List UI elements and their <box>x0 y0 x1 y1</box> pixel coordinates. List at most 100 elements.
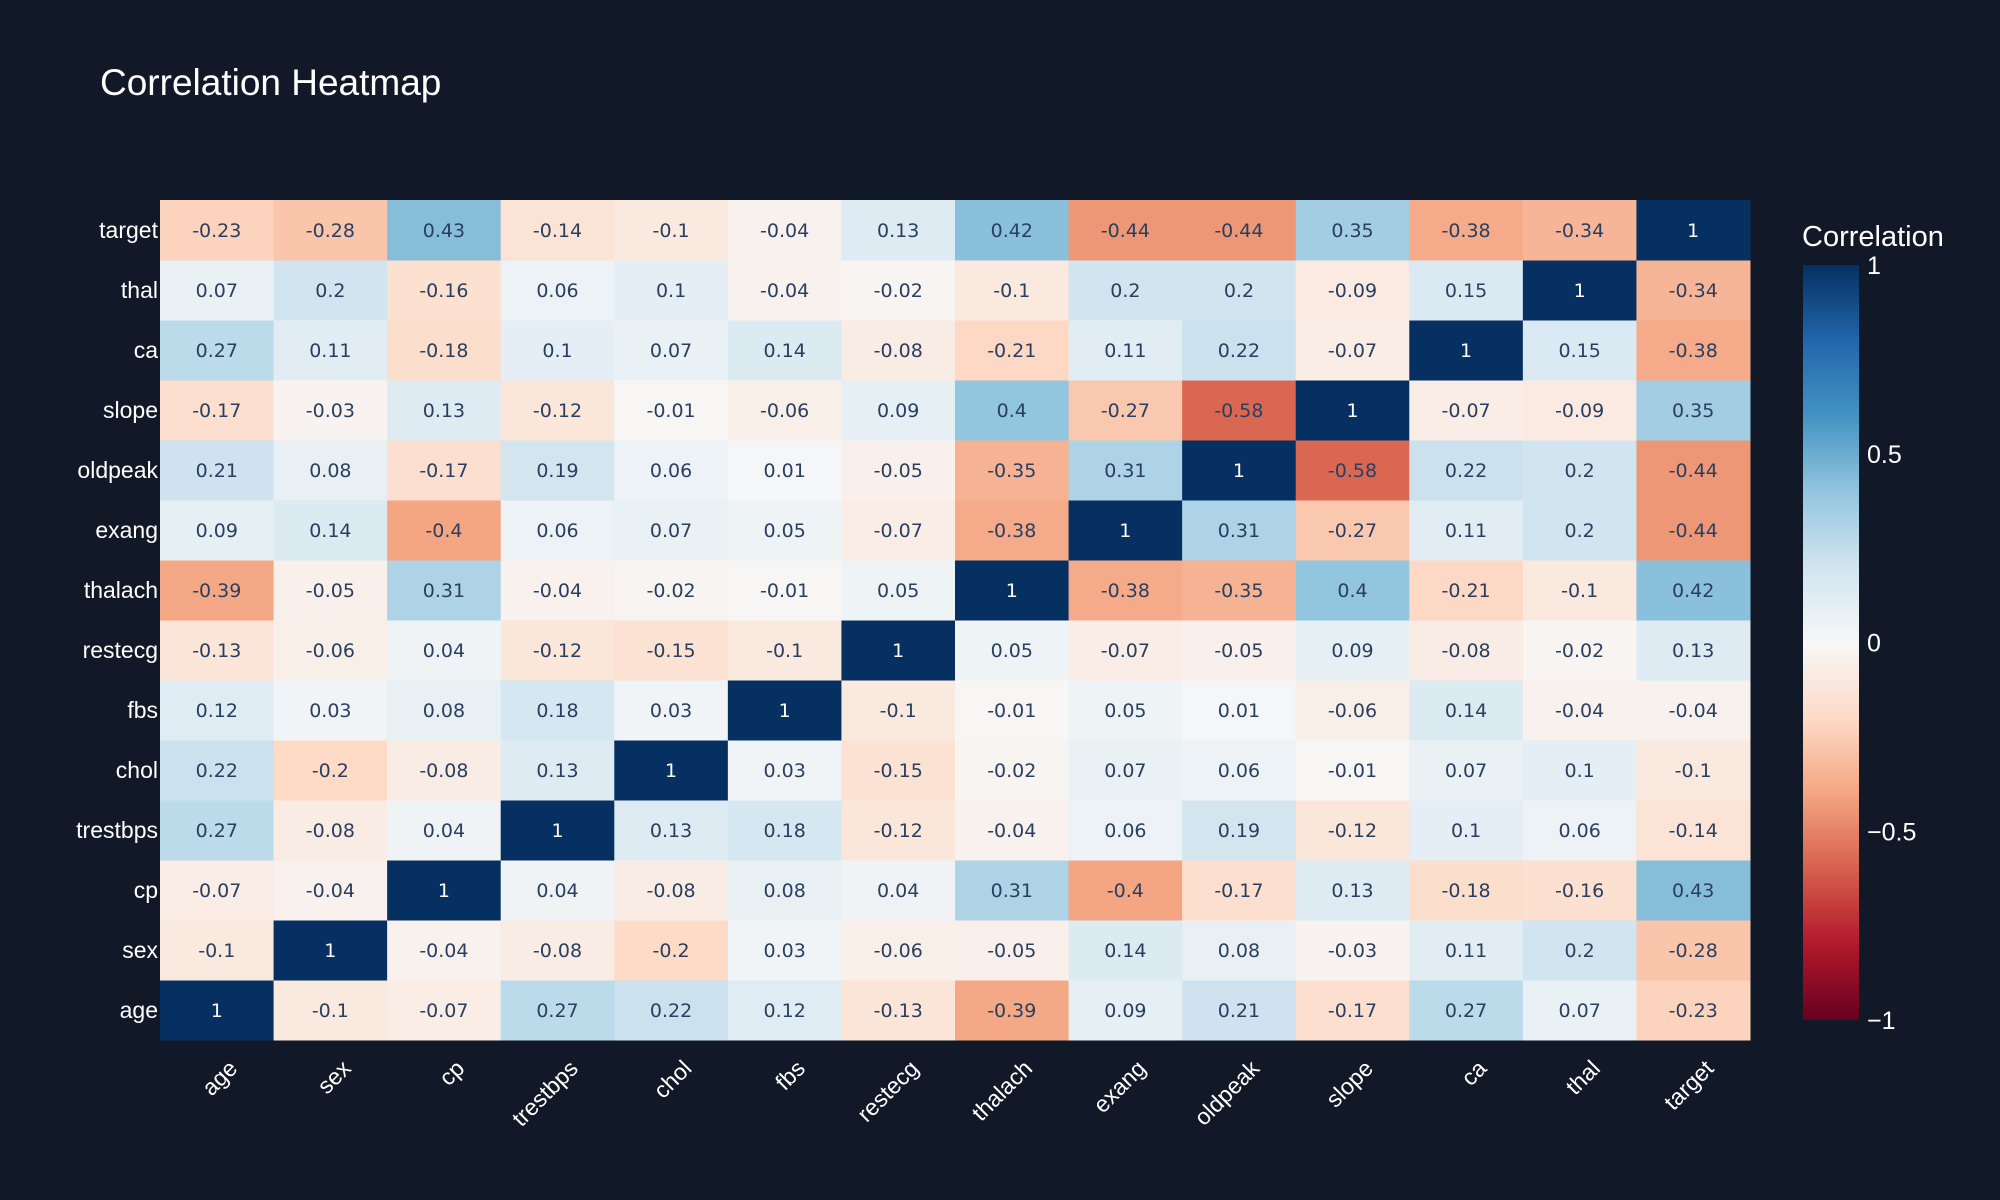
heatmap-cell <box>500 680 615 741</box>
cell-value-label: 0.12 <box>763 1000 805 1022</box>
heatmap-cell <box>955 440 1070 501</box>
cell-value-label: -0.58 <box>1214 400 1263 422</box>
cell-value-label: 0.14 <box>1445 700 1487 722</box>
heatmap-cell <box>1636 260 1751 321</box>
cell-value-label: 0.13 <box>1331 880 1373 902</box>
heatmap-cell <box>1409 260 1524 321</box>
cell-value-label: -0.27 <box>1328 520 1377 542</box>
heatmap-cell <box>500 560 615 621</box>
heatmap-cell <box>500 800 615 861</box>
heatmap-cell <box>727 920 842 981</box>
cell-value-label: -0.39 <box>987 1000 1036 1022</box>
heatmap-cell <box>614 440 729 501</box>
y-tick-label: age <box>120 997 158 1023</box>
heatmap-cell <box>955 500 1070 561</box>
heatmap-cell <box>1636 620 1751 681</box>
heatmap-cell <box>1295 320 1410 381</box>
heatmap-cell <box>1409 980 1524 1041</box>
cell-value-label: 0.2 <box>1565 460 1595 482</box>
heatmap-cell <box>1636 440 1751 501</box>
heatmap-cell <box>500 920 615 981</box>
cell-value-label: 0.27 <box>196 820 238 842</box>
cell-value-label: 0.31 <box>991 880 1033 902</box>
x-tick-label: chol <box>648 1055 696 1103</box>
cell-value-label: 1 <box>1119 520 1131 542</box>
x-tick-label: trestbps <box>507 1055 583 1131</box>
cell-value-label: -0.17 <box>1328 1000 1377 1022</box>
cell-value-label: -0.1 <box>993 280 1030 302</box>
heatmap-cell <box>1182 440 1297 501</box>
heatmap-cell <box>1068 740 1183 801</box>
cell-value-label: -0.17 <box>1214 880 1263 902</box>
cell-value-label: -0.1 <box>312 1000 349 1022</box>
heatmap-cell <box>614 200 729 261</box>
heatmap-cell <box>1409 800 1524 861</box>
heatmap-cell <box>1295 740 1410 801</box>
cell-value-label: -0.01 <box>1328 760 1377 782</box>
cell-value-label: 0.35 <box>1672 400 1714 422</box>
x-tick-label: ca <box>1456 1055 1492 1091</box>
heatmap-cell <box>614 380 729 441</box>
cell-value-label: 0.1 <box>542 340 572 362</box>
heatmap-cell <box>273 800 388 861</box>
heatmap-cell <box>1182 860 1297 921</box>
cell-value-label: -0.4 <box>1107 880 1144 902</box>
heatmap-cell <box>1409 500 1524 561</box>
heatmap-cell <box>1409 200 1524 261</box>
heatmap-cell <box>1182 560 1297 621</box>
heatmap-cell <box>727 680 842 741</box>
cell-value-label: 0.14 <box>763 340 805 362</box>
cell-value-label: 0.09 <box>1331 640 1373 662</box>
cell-value-label: 1 <box>551 820 563 842</box>
x-axis-ticks: age sex cp trestbps chol fbs restecg thalach exa… <box>197 1055 1719 1132</box>
heatmap-cell <box>387 680 502 741</box>
heatmap-cell <box>955 800 1070 861</box>
cell-value-label: -0.03 <box>306 400 355 422</box>
cell-value-label: -0.08 <box>1441 640 1490 662</box>
cell-value-label: 0.03 <box>650 700 692 722</box>
cell-value-label: 0.05 <box>991 640 1033 662</box>
cell-value-label: 0.21 <box>1218 1000 1260 1022</box>
heatmap-cell <box>160 800 275 861</box>
cell-value-label: 0.09 <box>1104 1000 1146 1022</box>
heatmap-cell <box>273 860 388 921</box>
cell-value-label: 1 <box>1574 280 1586 302</box>
heatmap-cell <box>1295 200 1410 261</box>
cell-value-label: 0.18 <box>536 700 578 722</box>
heatmap-cell <box>1182 380 1297 441</box>
heatmap-cell <box>160 260 275 321</box>
cell-value-label: -0.04 <box>760 280 809 302</box>
heatmap-cell <box>273 260 388 321</box>
heatmap-cell <box>614 800 729 861</box>
cell-value-label: -0.02 <box>987 760 1036 782</box>
heatmap-cell <box>841 320 956 381</box>
cell-value-label: -0.12 <box>874 820 923 842</box>
cell-value-label: -0.06 <box>874 940 923 962</box>
heatmap-cell <box>160 680 275 741</box>
heatmap-cell <box>1182 920 1297 981</box>
cell-value-label: 0.01 <box>763 460 805 482</box>
cell-value-label: 1 <box>324 940 336 962</box>
heatmap-cell <box>955 200 1070 261</box>
cell-value-label: -0.1 <box>766 640 803 662</box>
cell-value-label: -0.01 <box>760 580 809 602</box>
heatmap-cell <box>1295 260 1410 321</box>
cell-value-label: 0.08 <box>309 460 351 482</box>
cell-value-label: -0.06 <box>1328 700 1377 722</box>
cell-value-label: 0.03 <box>763 940 805 962</box>
x-tick-label: slope <box>1321 1055 1378 1112</box>
heatmap-cell <box>160 740 275 801</box>
heatmap-cell <box>1522 800 1637 861</box>
cell-value-label: 0.22 <box>196 760 238 782</box>
heatmap-cell <box>841 440 956 501</box>
cell-value-label: -0.28 <box>1669 940 1718 962</box>
cell-value-label: -0.4 <box>425 520 462 542</box>
heatmap-cell <box>841 500 956 561</box>
heatmap-cell <box>955 680 1070 741</box>
y-tick-label: oldpeak <box>77 457 158 483</box>
heatmap-cell <box>955 620 1070 681</box>
cell-value-label: 0.31 <box>423 580 465 602</box>
heatmap-cell <box>727 440 842 501</box>
heatmap-cell <box>387 200 502 261</box>
